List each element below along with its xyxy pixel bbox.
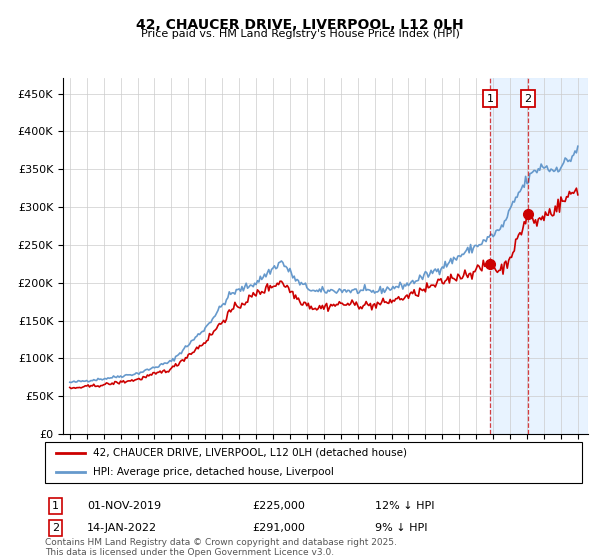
FancyBboxPatch shape	[45, 442, 582, 483]
Text: 42, CHAUCER DRIVE, LIVERPOOL, L12 0LH: 42, CHAUCER DRIVE, LIVERPOOL, L12 0LH	[136, 18, 464, 32]
Bar	[490, 78, 588, 434]
Text: Price paid vs. HM Land Registry's House Price Index (HPI): Price paid vs. HM Land Registry's House …	[140, 29, 460, 39]
Text: 2: 2	[524, 94, 531, 104]
Text: 9% ↓ HPI: 9% ↓ HPI	[375, 523, 427, 533]
Text: 1: 1	[52, 501, 59, 511]
Text: £225,000: £225,000	[252, 501, 305, 511]
Text: 1: 1	[487, 94, 494, 104]
Text: Contains HM Land Registry data © Crown copyright and database right 2025.
This d: Contains HM Land Registry data © Crown c…	[45, 538, 397, 557]
Text: 01-NOV-2019: 01-NOV-2019	[87, 501, 161, 511]
Text: £291,000: £291,000	[252, 523, 305, 533]
Text: 2: 2	[52, 523, 59, 533]
Text: 12% ↓ HPI: 12% ↓ HPI	[375, 501, 434, 511]
Text: 14-JAN-2022: 14-JAN-2022	[87, 523, 157, 533]
Text: HPI: Average price, detached house, Liverpool: HPI: Average price, detached house, Live…	[94, 467, 334, 477]
Text: 42, CHAUCER DRIVE, LIVERPOOL, L12 0LH (detached house): 42, CHAUCER DRIVE, LIVERPOOL, L12 0LH (d…	[94, 448, 407, 458]
